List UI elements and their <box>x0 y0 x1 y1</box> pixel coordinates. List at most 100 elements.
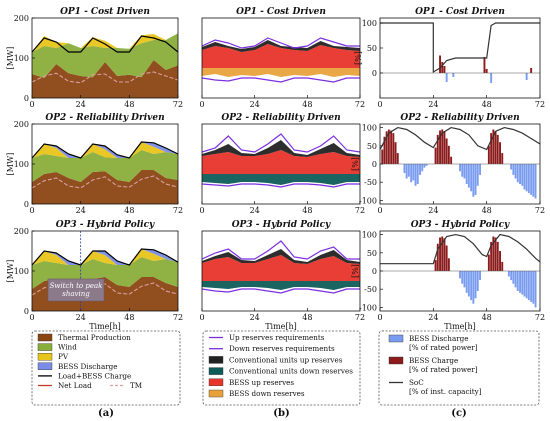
bar-bess-discharge <box>472 164 475 197</box>
bar-bess-discharge <box>514 271 517 288</box>
legend-label: Net Load <box>58 381 92 390</box>
bar-bess-discharge <box>463 164 466 179</box>
bar-bess-discharge <box>519 271 521 293</box>
bar-bess-charge <box>499 251 501 271</box>
legend-swatch <box>388 334 404 343</box>
x-tick-label: 72 <box>173 313 183 322</box>
y-tick-label: 50 <box>367 249 377 258</box>
legend-label: BESS Charge <box>409 356 458 365</box>
bar-bess-discharge <box>476 164 479 186</box>
bar-bess-discharge <box>527 164 530 194</box>
x-tick-label: 48 <box>124 206 134 215</box>
bar-bess-discharge <box>467 271 470 297</box>
legend-label: SoC <box>409 378 424 387</box>
x-tick-label: 24 <box>428 313 438 322</box>
bar-bess-charge <box>483 57 486 73</box>
bar-bess-discharge <box>479 164 481 175</box>
x-tick-label: 24 <box>76 100 86 109</box>
panel-a2: OP2 - Reliability Driven 0 24 48 72 0 100 200 [M… <box>6 113 183 215</box>
y-tick-label: 0 <box>24 94 29 103</box>
y-tick-label: 100 <box>14 267 29 276</box>
bar-bess-charge <box>499 142 501 164</box>
panel-title: OP1 - Cost Driven <box>415 7 505 17</box>
line-load-bess-charge <box>32 248 178 266</box>
y-axis-label: [MW] <box>6 260 15 283</box>
legend-label: Thermal Production <box>58 333 131 342</box>
bar-bess-charge <box>390 130 393 164</box>
bar-bess-discharge <box>516 164 519 183</box>
bar-bess-discharge <box>474 164 477 195</box>
bar-bess-discharge <box>525 271 528 299</box>
panel-a1: OP1 - Cost Driven 0 24 48 72 0 100 200 [MW] <box>6 7 183 109</box>
bar-bess-discharge <box>412 164 415 181</box>
area-thermal-production <box>32 170 178 204</box>
bar-bess-discharge <box>510 271 513 281</box>
x-tick-label: 72 <box>535 206 545 215</box>
bar-bess-discharge <box>419 164 421 175</box>
area-conventional-units-up-reserves <box>202 140 360 157</box>
bar-bess-charge <box>439 130 441 164</box>
bar-bess-charge <box>441 62 444 73</box>
bar-bess-charge <box>485 69 488 73</box>
bar-bess-charge <box>490 241 493 271</box>
bar-bess-charge <box>385 131 388 164</box>
bar-bess-discharge <box>490 73 493 83</box>
x-tick-label: 48 <box>124 313 134 322</box>
x-tick-label: 48 <box>482 100 492 109</box>
bar-bess-discharge <box>512 164 515 175</box>
legend-label: BESS down reserves <box>229 389 305 398</box>
y-tick-label: -100 <box>359 303 377 312</box>
y-tick-label: 0 <box>372 267 377 276</box>
bar-bess-discharge <box>465 164 468 184</box>
bar-bess-discharge <box>534 271 537 308</box>
line-up-reserves-requirements <box>202 240 360 260</box>
bar-bess-discharge <box>532 271 535 304</box>
area-pv <box>32 142 178 158</box>
legend-label: Down reserves requirements <box>229 344 335 353</box>
area-thermal-production <box>32 277 178 311</box>
subfigure-caption: (c) <box>451 408 467 419</box>
panel-title: OP2 - Reliability Driven <box>400 113 519 123</box>
bar-bess-discharge <box>525 73 528 80</box>
bar-bess-discharge <box>470 271 473 301</box>
y-tick-label: -100 <box>359 196 377 205</box>
bar-bess-discharge <box>425 164 428 166</box>
x-tick-label: 48 <box>482 206 492 215</box>
x-tick-label: 0 <box>199 206 204 215</box>
bar-bess-charge <box>396 153 399 164</box>
legend-sublabel: [% of rated power] <box>409 365 478 374</box>
y-axis-label: [%] <box>354 51 363 65</box>
bar-bess-charge <box>441 236 444 271</box>
x-tick-label: 0 <box>199 313 204 322</box>
subfigure-caption: (b) <box>273 408 289 419</box>
x-tick-label: 24 <box>428 100 438 109</box>
line-tm <box>32 175 178 189</box>
y-axis-label: [%] <box>351 264 360 278</box>
bar-bess-charge <box>496 241 499 271</box>
x-tick-label: 48 <box>302 100 312 109</box>
area-bess-up-reserves <box>202 44 360 68</box>
x-tick-label: 72 <box>535 313 545 322</box>
line-soc <box>380 233 540 265</box>
bar-bess-charge <box>501 261 504 271</box>
panel-title: OP3 - Hybrid Policy <box>232 220 331 230</box>
y-tick-label: 0 <box>372 69 377 78</box>
panel-title: OP3 - Hybrid Policy <box>56 220 155 230</box>
x-tick-label: 72 <box>173 206 183 215</box>
bar-bess-charge <box>530 68 533 73</box>
panel-b2: OP2 - Reliability Driven 0 24 48 72 <box>199 113 365 215</box>
bar-bess-discharge <box>523 271 526 297</box>
legend-label: Conventional units down reserves <box>229 367 353 376</box>
bar-bess-discharge <box>530 164 533 195</box>
bar-bess-discharge <box>510 164 513 170</box>
x-tick-label: 0 <box>29 100 34 109</box>
panel-title: OP1 - Cost Driven <box>236 7 326 17</box>
legend-b: Up reserves requirements Down reserves re… <box>202 330 361 406</box>
bar-bess-charge <box>494 131 497 164</box>
x-tick-label: 72 <box>535 100 545 109</box>
bar-bess-discharge <box>423 164 426 168</box>
bar-bess-discharge <box>516 271 519 291</box>
bar-bess-discharge <box>445 73 448 82</box>
bar-bess-discharge <box>465 271 468 293</box>
